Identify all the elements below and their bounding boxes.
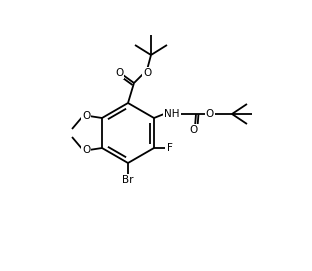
Text: O: O: [115, 68, 123, 78]
Text: O: O: [190, 125, 198, 135]
Text: O: O: [82, 111, 90, 121]
Text: Br: Br: [122, 175, 134, 185]
Text: O: O: [206, 109, 214, 119]
Text: O: O: [143, 68, 151, 78]
Text: F: F: [167, 143, 173, 153]
Text: NH: NH: [164, 109, 180, 119]
Text: O: O: [82, 145, 90, 155]
